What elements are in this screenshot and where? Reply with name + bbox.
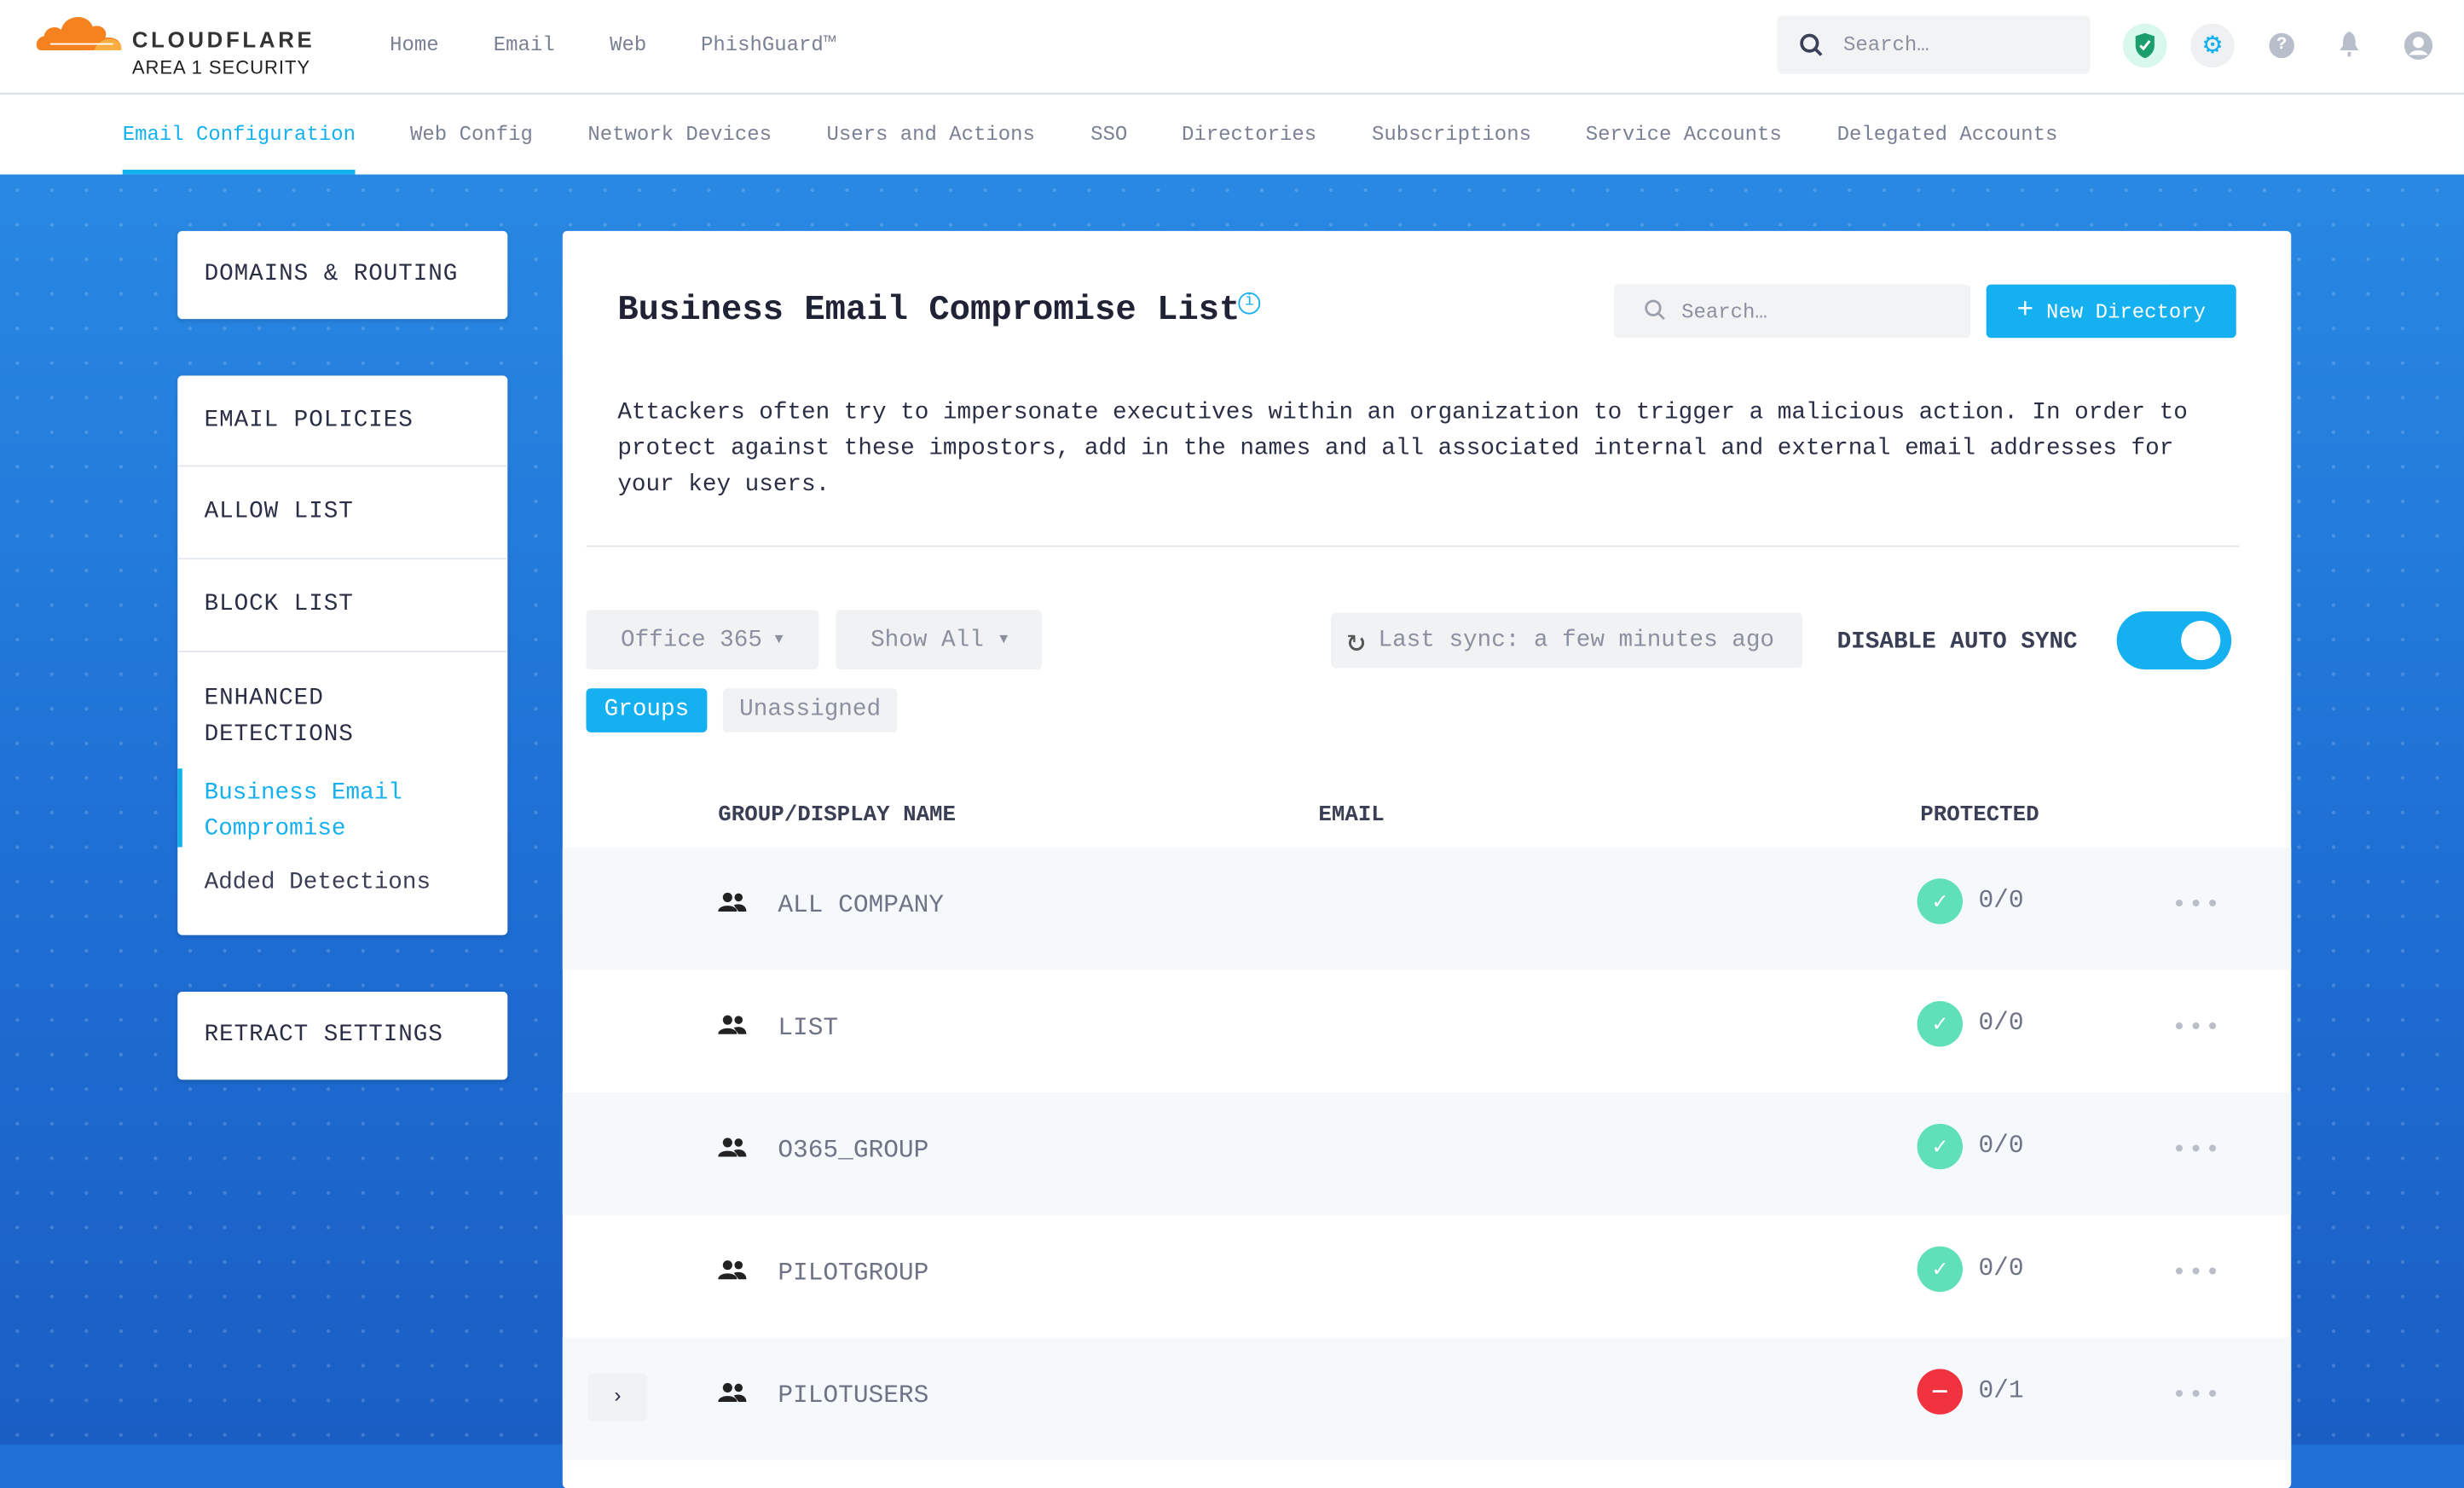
sidebar-email-policies[interactable]: EMAIL POLICIES (177, 376, 508, 467)
protected-count: 0/0 (1978, 1009, 2024, 1038)
auto-sync-label: DISABLE AUTO SYNC (1836, 628, 2078, 656)
refresh-icon: ↻ (1346, 624, 1366, 662)
brand-name: CLOUDFLARE (131, 26, 315, 52)
brand-sub: AREA 1 SECURITY (131, 56, 311, 79)
shield-check-icon[interactable] (2123, 23, 2167, 68)
sidebar-allow-list[interactable]: ALLOW LIST (177, 466, 508, 560)
top-header: CLOUDFLARE AREA 1 SECURITY Home Email We… (0, 0, 2464, 95)
cloudflare-logo-icon (35, 8, 126, 52)
tab-sso[interactable]: SSO (1090, 122, 1128, 147)
group-table: ALL COMPANY ✓ 0/0 ••• LIST ✓ 0/0 ••• O365_GROUP ✓… (562, 847, 2292, 1475)
more-options-icon[interactable]: ••• (2172, 1381, 2222, 1410)
toggle-knob (2181, 621, 2221, 661)
list-search-placeholder: Search… (1681, 300, 1767, 324)
gear-icon[interactable]: ⚙ (2190, 23, 2235, 68)
protected-count: 0/0 (1978, 1132, 2024, 1161)
table-row[interactable]: PILOTGROUP ✓ 0/0 ••• (563, 1215, 2291, 1338)
more-options-icon[interactable]: ••• (2172, 891, 2222, 920)
nav-phishguard[interactable]: PhishGuard™ (701, 32, 836, 57)
nav-web[interactable]: Web (610, 32, 647, 57)
table-row[interactable]: ALL COMPANY ✓ 0/0 ••• (562, 847, 2292, 970)
caret-down-icon: ▼ (999, 631, 1009, 648)
table-row[interactable]: › PILOTUSERS — 0/1 ••• (562, 1337, 2292, 1461)
view-unassigned-button[interactable]: Unassigned (722, 688, 898, 732)
column-header-name[interactable]: GROUP/DISPLAY NAME (718, 802, 957, 829)
check-icon: ✓ (1917, 878, 1964, 924)
filter-select[interactable]: Show All ▼ (836, 610, 1042, 670)
minus-icon: — (1917, 1369, 1964, 1415)
search-icon (1645, 299, 1665, 321)
sidebar-domains-routing[interactable]: DOMAINS & ROUTING (177, 230, 508, 320)
protected-count: 0/0 (1978, 1254, 2024, 1282)
more-options-icon[interactable]: ••• (2172, 1013, 2222, 1042)
last-sync-button[interactable]: ↻ Last sync: a few minutes ago (1331, 612, 1803, 669)
source-select[interactable]: Office 365 ▼ (586, 610, 819, 670)
tab-subscriptions[interactable]: Subscriptions (1372, 122, 1531, 147)
group-icon (718, 1260, 747, 1280)
filter-select-value: Show All (870, 626, 984, 653)
bec-list-panel: Business Email Compromise List i Search…… (562, 230, 2292, 1488)
tab-email-configuration[interactable]: Email Configuration (122, 123, 356, 175)
settings-tabs: Email Configuration Web Config Network D… (0, 94, 2464, 175)
list-search-input[interactable]: Search… (1613, 284, 1971, 339)
active-indicator (177, 768, 182, 848)
tab-delegated-accounts[interactable]: Delegated Accounts (1836, 122, 2058, 147)
description: Attackers often try to impersonate execu… (617, 399, 2188, 499)
header-search-input[interactable]: Search… (1777, 15, 2091, 74)
new-directory-label: New Directory (2046, 299, 2206, 323)
sidebar-enhanced-detections[interactable]: ENHANCED DETECTIONS (204, 685, 354, 749)
column-header-protected[interactable]: PROTECTED (1920, 802, 2039, 829)
user-avatar-icon[interactable] (2403, 30, 2434, 61)
header-search-placeholder: Search… (1842, 32, 1929, 57)
tab-users-and-actions[interactable]: Users and Actions (826, 122, 1035, 147)
tab-directories[interactable]: Directories (1182, 122, 1317, 147)
check-icon: ✓ (1917, 1123, 1964, 1170)
plus-icon: + (2016, 295, 2034, 327)
group-icon (718, 1382, 747, 1403)
table-row[interactable]: LIST ✓ 0/0 ••• (563, 970, 2291, 1092)
sidebar-block-list[interactable]: BLOCK LIST (177, 559, 508, 652)
protected-count: 0/1 (1978, 1376, 2024, 1405)
protected-count: 0/0 (1978, 886, 2024, 915)
group-name[interactable]: O365_GROUP (778, 1136, 929, 1165)
group-name[interactable]: ALL COMPANY (778, 891, 945, 920)
group-name[interactable]: PILOTUSERS (778, 1381, 929, 1410)
page-title: Business Email Compromise List (617, 290, 1241, 331)
check-icon: ✓ (1917, 1001, 1964, 1047)
divider (586, 545, 2240, 547)
tab-web-config[interactable]: Web Config (410, 122, 533, 147)
tab-network-devices[interactable]: Network Devices (587, 122, 772, 147)
group-icon (718, 1138, 747, 1157)
new-directory-button[interactable]: + New Directory (1986, 284, 2236, 339)
sidebar-retract-settings[interactable]: RETRACT SETTINGS (177, 991, 508, 1080)
sidebar-domains-label: DOMAINS & ROUTING (204, 260, 459, 288)
help-icon[interactable]: ? (2269, 32, 2294, 59)
auto-sync-toggle[interactable] (2116, 611, 2232, 670)
sidebar-email-policies-card: EMAIL POLICIES ALLOW LIST BLOCK LIST ENH… (177, 375, 508, 935)
column-header-email[interactable]: EMAIL (1318, 802, 1385, 829)
view-groups-button[interactable]: Groups (586, 688, 708, 732)
sidebar-business-email-compromise[interactable]: Business Email Compromise (204, 779, 402, 842)
sidebar-retract-label: RETRACT SETTINGS (204, 1022, 443, 1049)
bell-icon[interactable] (2337, 30, 2362, 58)
group-icon (718, 1015, 747, 1034)
sidebar-added-detections[interactable]: Added Detections (204, 869, 431, 896)
group-icon (718, 892, 747, 912)
table-row[interactable]: O365_GROUP ✓ 0/0 ••• (562, 1091, 2292, 1215)
info-icon[interactable]: i (1238, 292, 1261, 315)
search-icon (1800, 33, 1823, 56)
nav-home[interactable]: Home (390, 32, 439, 57)
more-options-icon[interactable]: ••• (2172, 1259, 2222, 1288)
nav-email[interactable]: Email (493, 32, 555, 57)
last-sync-text: Last sync: a few minutes ago (1378, 627, 1775, 654)
source-select-value: Office 365 (621, 626, 762, 653)
group-name[interactable]: LIST (778, 1013, 839, 1042)
expand-chevron-icon[interactable]: › (587, 1373, 648, 1421)
more-options-icon[interactable]: ••• (2172, 1136, 2222, 1165)
caret-down-icon: ▼ (774, 631, 784, 648)
check-icon: ✓ (1917, 1246, 1964, 1293)
group-name[interactable]: PILOTGROUP (778, 1259, 929, 1288)
tab-service-accounts[interactable]: Service Accounts (1585, 122, 1782, 147)
